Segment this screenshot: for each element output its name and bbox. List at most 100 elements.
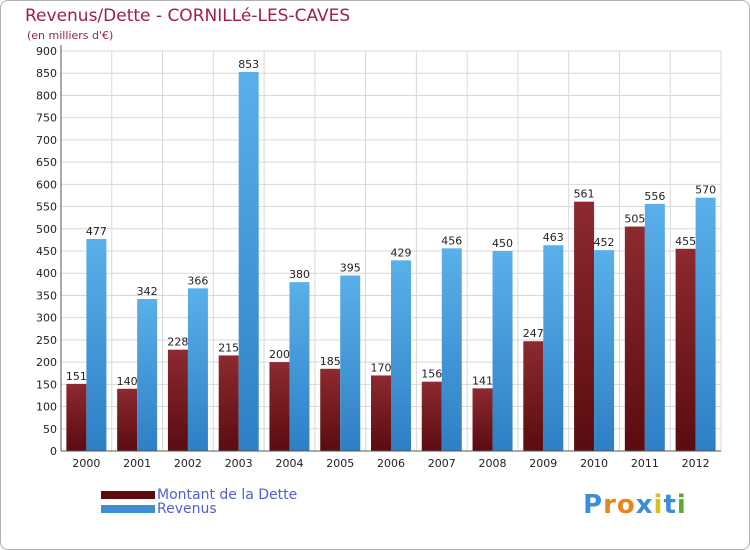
bar-dette — [675, 248, 696, 451]
bar-dette — [218, 355, 239, 451]
bar-revenus — [137, 299, 158, 451]
bar-dette — [421, 381, 442, 451]
y-tick-label: 250 — [36, 334, 57, 347]
y-tick-label: 350 — [36, 289, 57, 302]
y-tick-label: 200 — [36, 356, 57, 369]
data-label: 456 — [441, 234, 462, 247]
y-tick-label: 800 — [36, 89, 57, 102]
y-tick-label: 150 — [36, 378, 57, 391]
bar-dette — [167, 349, 188, 451]
data-label: 561 — [574, 188, 595, 201]
data-label: 200 — [269, 348, 290, 361]
bar-revenus — [289, 282, 310, 451]
bar-revenus — [644, 203, 665, 451]
data-label: 570 — [695, 184, 716, 197]
bar-dette — [472, 388, 493, 451]
bar-revenus — [391, 260, 411, 451]
x-tick-label: 2007 — [428, 457, 456, 470]
bar-revenus — [441, 248, 462, 451]
y-tick-label: 450 — [36, 245, 57, 258]
x-tick-label: 2000 — [72, 457, 100, 470]
data-label: 463 — [543, 231, 564, 244]
data-label: 151 — [66, 370, 87, 383]
bar-revenus — [594, 250, 615, 451]
legend-label-dette: Montant de la Dette — [157, 487, 298, 503]
data-label: 455 — [675, 235, 696, 248]
bar-revenus — [86, 239, 107, 451]
x-tick-label: 2003 — [225, 457, 253, 470]
bar-dette — [117, 388, 138, 451]
data-label: 853 — [238, 58, 259, 71]
x-tick-label: 2009 — [529, 457, 557, 470]
legend: Montant de la Dette Revenus — [101, 487, 298, 517]
y-tick-label: 500 — [36, 223, 57, 236]
bar-dette — [66, 383, 87, 451]
logo-letter: o — [616, 490, 636, 520]
data-label: 140 — [117, 375, 138, 388]
proxiti-logo: Proxiti — [583, 490, 687, 520]
legend-label-revenus: Revenus — [157, 501, 217, 517]
data-label: 505 — [624, 213, 645, 226]
y-tick-label: 50 — [43, 423, 57, 436]
data-label: 215 — [218, 341, 239, 354]
chart-subtitle: (en milliers d'€) — [27, 29, 114, 42]
y-tick-label: 650 — [36, 156, 57, 169]
data-label: 366 — [187, 274, 208, 287]
data-label: 170 — [371, 361, 392, 374]
legend-item-revenus: Revenus — [101, 501, 297, 517]
x-tick-label: 2002 — [174, 457, 202, 470]
x-tick-label: 2012 — [682, 457, 710, 470]
y-tick-label: 900 — [36, 45, 57, 58]
y-tick-label: 300 — [36, 312, 57, 325]
x-tick-label: 2001 — [123, 457, 151, 470]
legend-item-dette: Montant de la Dette — [101, 487, 298, 503]
bar-revenus — [543, 245, 564, 451]
y-tick-label: 700 — [36, 134, 57, 147]
logo-letter: P — [583, 490, 604, 520]
y-tick-label: 850 — [36, 67, 57, 80]
x-tick-label: 2008 — [479, 457, 507, 470]
bar-dette — [371, 375, 391, 451]
bar-revenus — [695, 197, 716, 451]
data-label: 156 — [421, 368, 442, 381]
logo-letter: i — [653, 490, 664, 520]
bar-dette — [574, 201, 595, 451]
data-label: 228 — [167, 336, 188, 349]
data-label: 429 — [391, 246, 412, 259]
logo-letter: i — [676, 490, 687, 520]
x-tick-label: 2010 — [580, 457, 608, 470]
data-label: 380 — [289, 268, 310, 281]
data-label: 452 — [594, 236, 615, 249]
bar-revenus — [238, 71, 259, 451]
bar-revenus — [492, 251, 513, 451]
x-tick-label: 2004 — [275, 457, 303, 470]
y-tick-label: 100 — [36, 401, 57, 414]
data-label: 477 — [86, 225, 107, 238]
data-label: 450 — [492, 237, 513, 250]
y-tick-label: 600 — [36, 178, 57, 191]
data-label: 342 — [137, 285, 158, 298]
legend-swatch-dette — [101, 491, 155, 499]
bar-dette — [523, 341, 544, 451]
logo-letter: x — [635, 490, 654, 520]
data-label: 556 — [644, 190, 665, 203]
bar-dette — [320, 368, 341, 451]
x-tick-label: 2005 — [326, 457, 354, 470]
data-label: 395 — [340, 261, 361, 274]
legend-swatch-revenus — [101, 505, 155, 513]
chart-title: Revenus/Dette - CORNILLé-LES-CAVES — [25, 6, 351, 26]
bar-revenus — [340, 275, 361, 451]
data-label: 247 — [523, 327, 544, 340]
bar-revenus — [187, 288, 208, 451]
y-tick-label: 0 — [50, 445, 57, 458]
x-tick-label: 2006 — [377, 457, 405, 470]
data-label: 185 — [320, 355, 341, 368]
bar-dette — [624, 226, 645, 451]
logo-letter: t — [663, 490, 677, 520]
logo-letter: r — [603, 490, 617, 520]
bar-dette — [269, 362, 290, 451]
y-tick-label: 750 — [36, 112, 57, 125]
y-tick-label: 550 — [36, 201, 57, 214]
